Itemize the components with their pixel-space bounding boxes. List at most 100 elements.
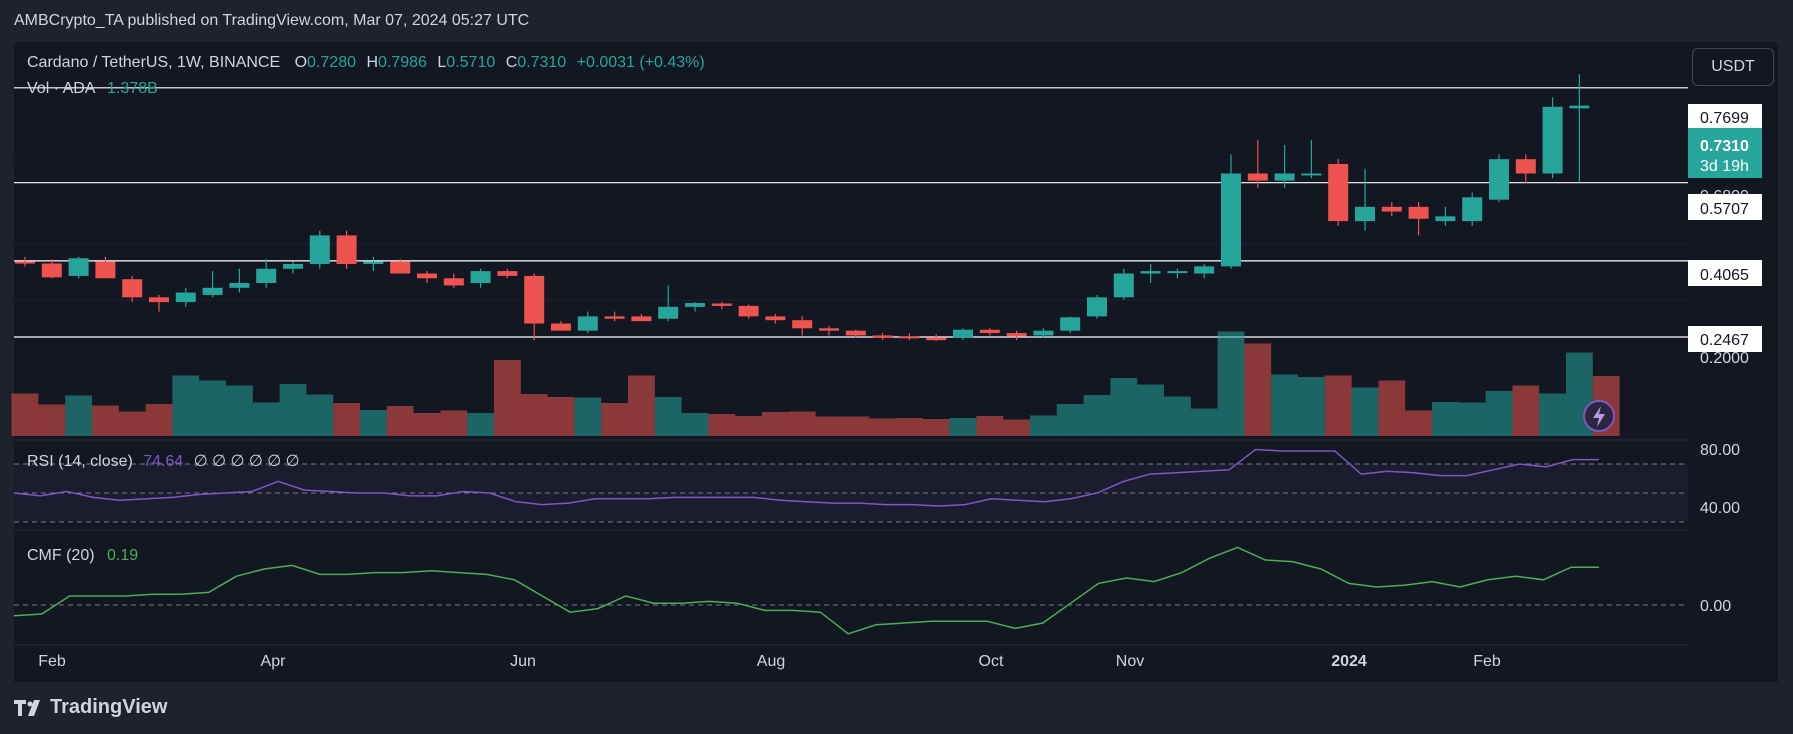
volume-bar	[1137, 384, 1164, 436]
candle-body	[175, 292, 196, 303]
volume-bar	[1485, 391, 1513, 436]
lightning-button[interactable]	[1583, 400, 1615, 432]
symbol-title: Cardano / TetherUS, 1W, BINANCE	[27, 54, 281, 71]
tradingview-footer[interactable]: TradingView	[14, 696, 167, 719]
volume-bar	[11, 393, 39, 436]
price-label-box	[1688, 326, 1762, 352]
candle-body	[229, 283, 250, 288]
candle-body	[1489, 159, 1509, 200]
volume-bar	[386, 406, 414, 436]
chart-grid	[14, 159, 1688, 301]
volume-bar	[922, 419, 950, 436]
volume-bar	[896, 418, 923, 436]
price-label-0.5707: 0.5707	[1700, 201, 1749, 218]
volume-bar	[1083, 395, 1111, 436]
x-tick-label: Aug	[757, 653, 785, 670]
candle-body	[604, 316, 625, 319]
volume-bar	[949, 418, 977, 436]
candle-body	[1301, 173, 1322, 176]
candle-body	[336, 235, 357, 264]
candle-body	[390, 261, 411, 274]
low-value: 0.5710	[446, 54, 496, 71]
volume-bar	[1030, 415, 1057, 436]
cmf-line	[13, 546, 1599, 635]
volume-bar	[1539, 393, 1566, 436]
x-tick-label: Jun	[510, 653, 536, 670]
candle-body	[711, 303, 732, 306]
horizontal-levels	[14, 87, 1688, 338]
volume-bar	[869, 418, 896, 436]
high-label: H	[366, 54, 378, 71]
change-value: +0.0031 (+0.43%)	[576, 54, 705, 71]
candle-body	[1328, 163, 1349, 222]
x-tick-label: Feb	[1473, 653, 1501, 670]
volume-label: Vol · ADA	[27, 80, 95, 97]
price-label-0.7699: 0.7699	[1700, 110, 1749, 127]
volume-bar	[1244, 343, 1272, 436]
volume-bar	[1217, 331, 1245, 436]
candle-body	[551, 323, 571, 331]
volume-bar	[520, 394, 548, 436]
volume-bar	[842, 416, 870, 436]
candle-body	[1569, 106, 1590, 109]
volume-bar	[628, 375, 655, 436]
candle-body	[1435, 216, 1456, 222]
candle-body	[1542, 106, 1563, 174]
candle-body	[979, 329, 1000, 334]
price-label-box	[1688, 194, 1762, 220]
candle-body	[15, 261, 35, 264]
candle-body	[470, 271, 491, 284]
candle-body	[1515, 159, 1536, 174]
volume-bar	[815, 416, 843, 436]
price-label-0.4065: 0.4065	[1700, 267, 1749, 284]
currency-button[interactable]: USDT	[1692, 48, 1774, 86]
rsi-legend: RSI (14, close) 74.64 ∅ ∅ ∅ ∅ ∅ ∅	[27, 451, 300, 471]
candle-body	[363, 261, 384, 264]
candle-body	[926, 337, 947, 341]
candlesticks	[15, 74, 1590, 342]
candle-body	[1033, 330, 1054, 336]
candle-body	[95, 261, 116, 279]
volume-bar	[1056, 404, 1084, 436]
candle-body	[792, 320, 813, 329]
candle-body	[1247, 173, 1268, 181]
volume-bar	[1271, 374, 1298, 436]
candle-body	[417, 273, 437, 279]
candle-body	[1274, 173, 1295, 181]
price-tick-0.2000: 0.2000	[1700, 350, 1749, 367]
lightning-icon	[1593, 406, 1605, 427]
cmf-pane	[13, 529, 1688, 635]
rsi-tick-40: 40.00	[1700, 500, 1740, 517]
volume-bar	[1298, 377, 1325, 436]
volume-bar	[654, 397, 682, 436]
volume-bar	[145, 404, 173, 436]
volume-bar	[226, 385, 253, 436]
close-label: C	[505, 54, 518, 71]
volume-bar	[306, 394, 334, 436]
volume-bar	[252, 402, 280, 436]
volume-bar	[1110, 378, 1138, 436]
countdown-label: 3d 19h	[1700, 158, 1749, 175]
rsi-value: 74.64	[143, 453, 184, 470]
volume-bar	[199, 380, 226, 436]
current-price-label: 0.7310	[1700, 138, 1749, 155]
brand-name: TradingView	[50, 696, 168, 718]
chart-frame[interactable]	[14, 42, 1778, 682]
symbol-legend: Cardano / TetherUS, 1W, BINANCE O0.7280 …	[27, 54, 705, 72]
candle-body	[497, 271, 518, 276]
rsi-extra: ∅ ∅ ∅ ∅ ∅ ∅	[193, 453, 300, 470]
open-label: O	[294, 54, 308, 71]
volume-bar	[762, 412, 789, 436]
volume-bar	[118, 411, 146, 436]
candle-body	[443, 278, 464, 286]
candle-body	[738, 305, 759, 317]
volume-bar	[547, 397, 575, 436]
candle-body	[953, 329, 973, 338]
cmf-value: 0.19	[107, 547, 139, 564]
volume-bar	[601, 403, 628, 436]
candle-body	[202, 287, 223, 295]
candle-body	[658, 306, 679, 319]
volume-bar	[1324, 375, 1352, 436]
candle-body	[819, 328, 839, 331]
